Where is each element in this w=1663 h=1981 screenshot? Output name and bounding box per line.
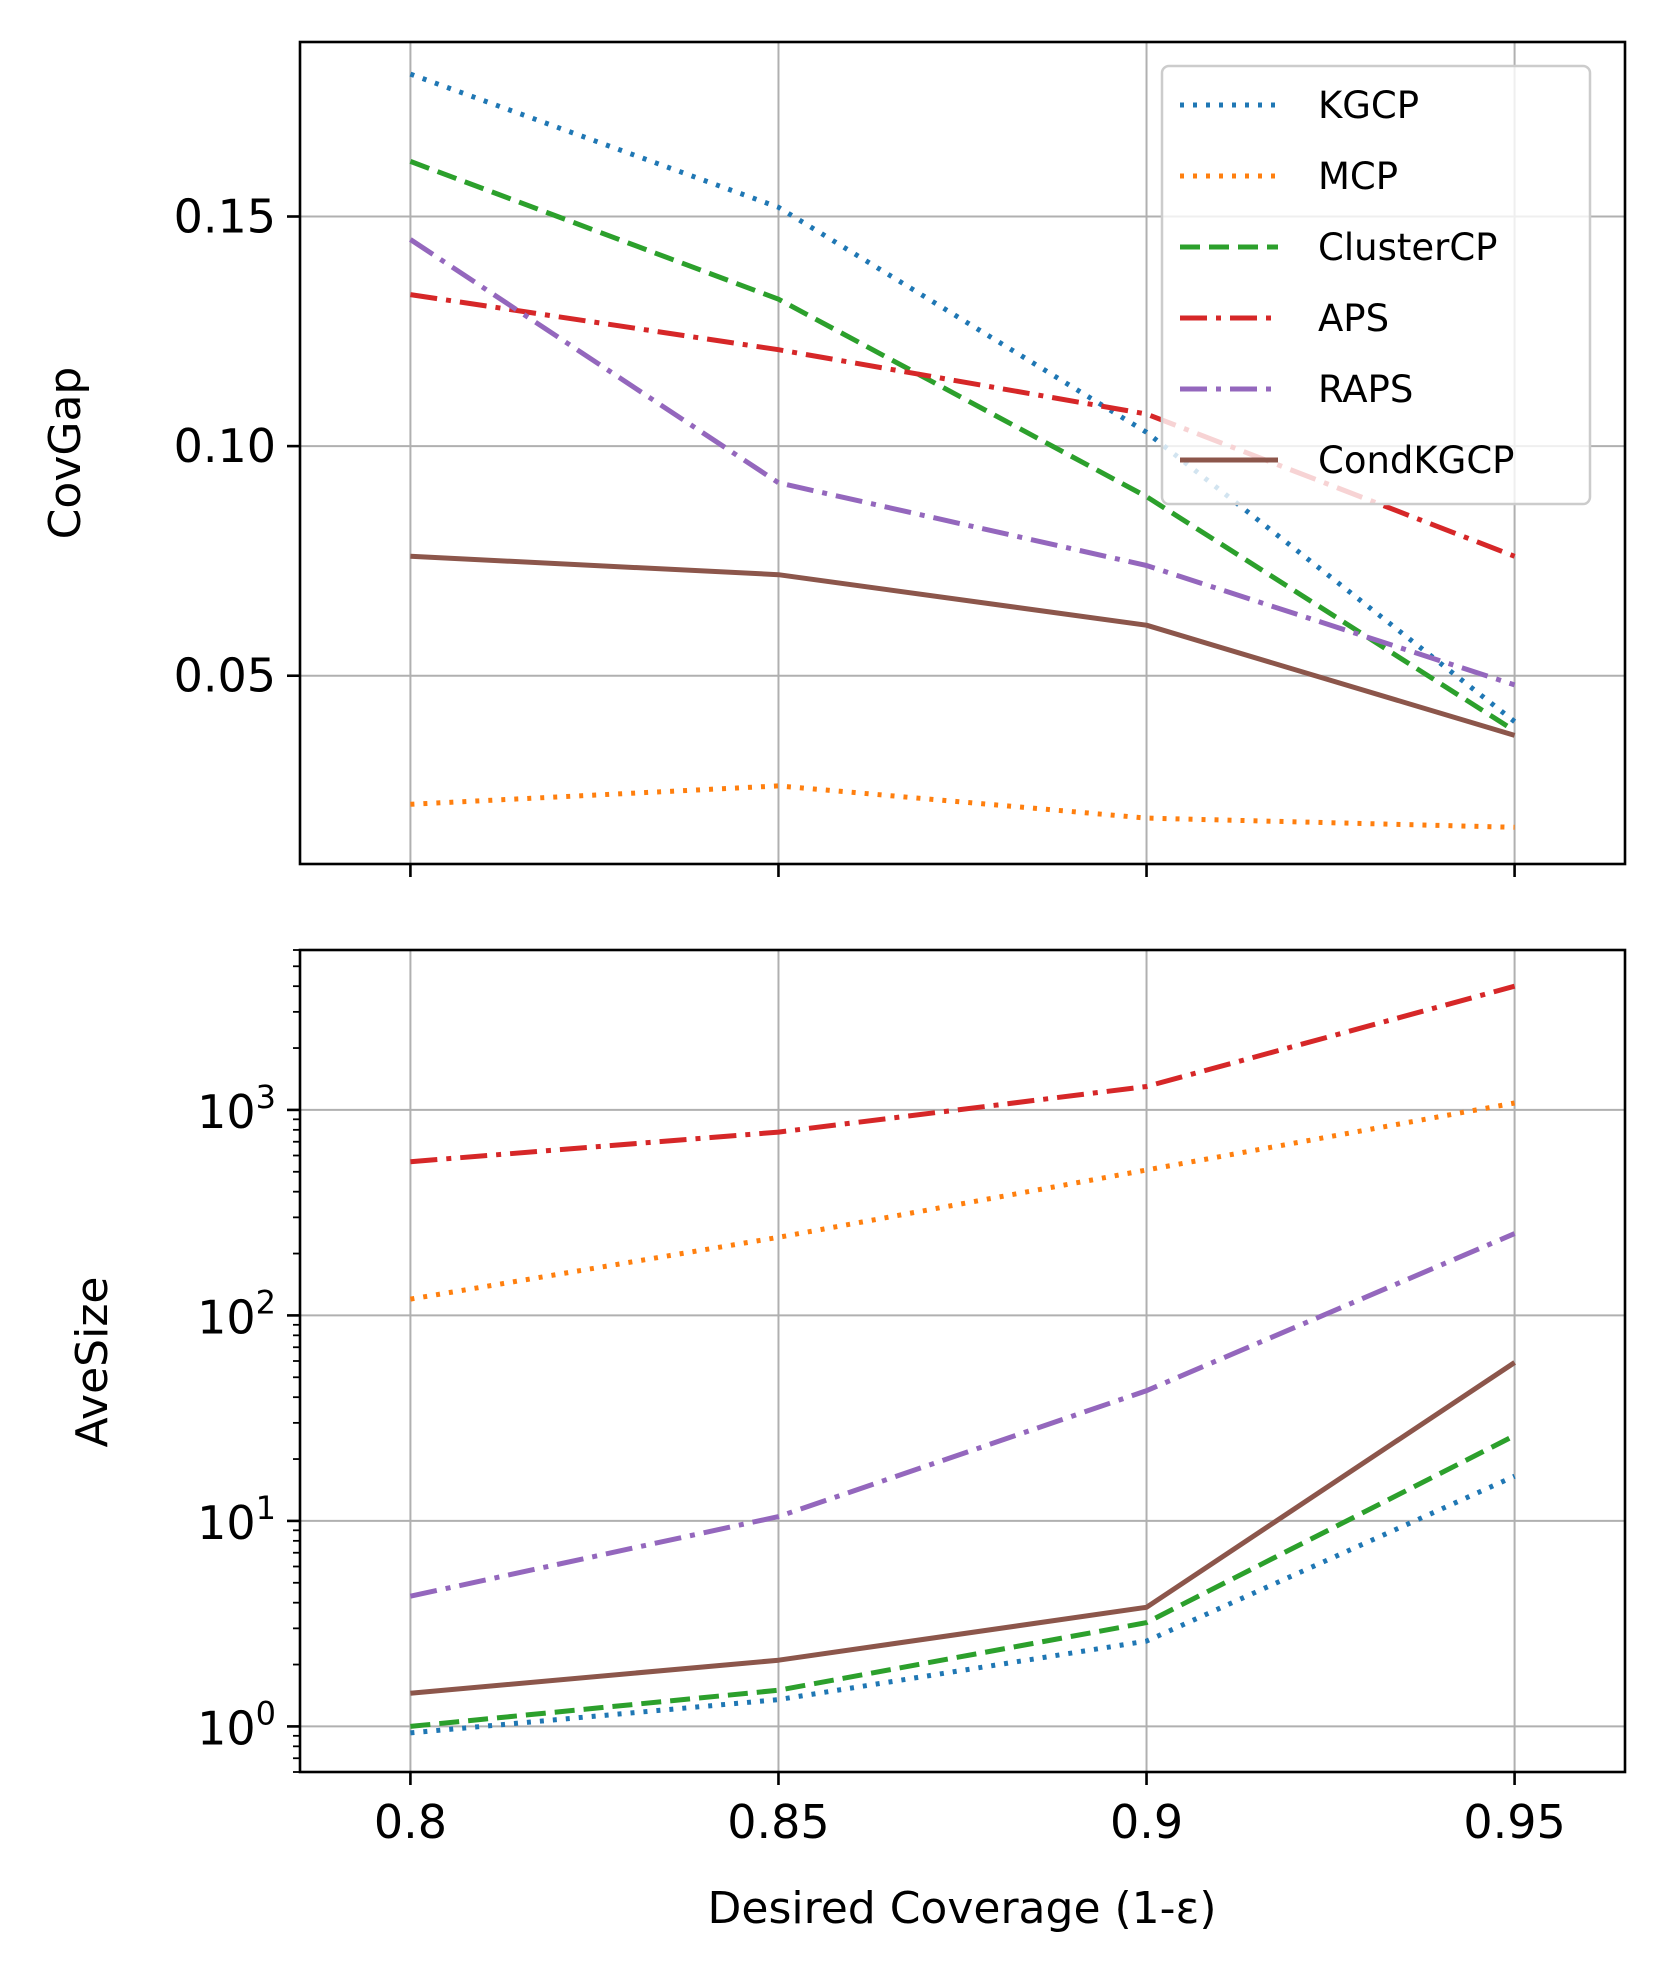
avesize-panel: 0.8 0.85 0.9 0.95 100 101 102 103 AveSize Desi…: [67, 948, 1627, 1934]
avesize-series-raps: [409, 1231, 1516, 1599]
x-axis-label: Desired Coverage (1-ε): [708, 1883, 1217, 1934]
avesize-x-ticks: 0.8 0.85 0.9 0.95: [374, 1772, 1566, 1849]
covgap-series-raps: [409, 237, 1516, 688]
avesize-y-tick-label: 101: [197, 1489, 276, 1550]
legend-label-aps: APS: [1318, 297, 1389, 340]
covgap-series-clustercp: [409, 159, 1516, 733]
legend-box: [1160, 64, 1592, 506]
avesize-series-mcp: [409, 1100, 1516, 1302]
covgap-y-tick-label: 0.15: [174, 190, 276, 244]
covgap-y-tick-label: 0.10: [174, 419, 276, 473]
covgap-series-kgcp: [409, 71, 1517, 724]
avesize-x-tick-label: 0.8: [374, 1795, 447, 1849]
avesize-series-aps: [410, 983, 1516, 1165]
avesize-y-tick-label: 103: [197, 1078, 276, 1139]
covgap-y-tick-label: 0.05: [174, 649, 276, 703]
avesize-y-axis-label: AveSize: [67, 1277, 118, 1448]
covgap-y-ticks: 0.05 0.10 0.15: [174, 190, 300, 703]
avesize-series-condkgcp: [410, 1360, 1516, 1696]
avesize-y-ticks: 100 101 102 103: [197, 949, 300, 1773]
avesize-y-tick-label: 102: [197, 1283, 276, 1344]
avesize-series-kgcp: [410, 1473, 1516, 1736]
legend-label-condkgcp: CondKGCP: [1318, 439, 1515, 482]
covgap-axes-frame: [298, 40, 1627, 866]
legend-label-clustercp: ClusterCP: [1318, 226, 1497, 269]
avesize-series: [409, 983, 1516, 1736]
covgap-series-condkgcp: [410, 553, 1516, 738]
avesize-grid: [300, 950, 1625, 1772]
avesize-x-tick-label: 0.9: [1110, 1795, 1183, 1849]
covgap-series-aps: [410, 292, 1516, 559]
covgap-x-ticks: [409, 864, 1516, 877]
covgap-panel: 0.05 0.10 0.15 CovGap KGCP MCP ClusterCP APS R…: [40, 40, 1627, 877]
legend-label-mcp: MCP: [1318, 155, 1398, 198]
avesize-y-tick-label: 100: [197, 1694, 276, 1755]
avesize-x-tick-label: 0.95: [1463, 1795, 1565, 1849]
legend: KGCP MCP ClusterCP APS RAPS CondKGCP: [1160, 64, 1592, 506]
legend-label-kgcp: KGCP: [1318, 84, 1419, 127]
legend-label-raps: RAPS: [1318, 368, 1413, 411]
avesize-series-clustercp: [410, 1433, 1516, 1729]
covgap-series: [409, 71, 1517, 830]
avesize-x-tick-label: 0.85: [727, 1795, 829, 1849]
covgap-series-mcp: [410, 783, 1515, 830]
covgap-y-axis-label: CovGap: [40, 367, 91, 540]
